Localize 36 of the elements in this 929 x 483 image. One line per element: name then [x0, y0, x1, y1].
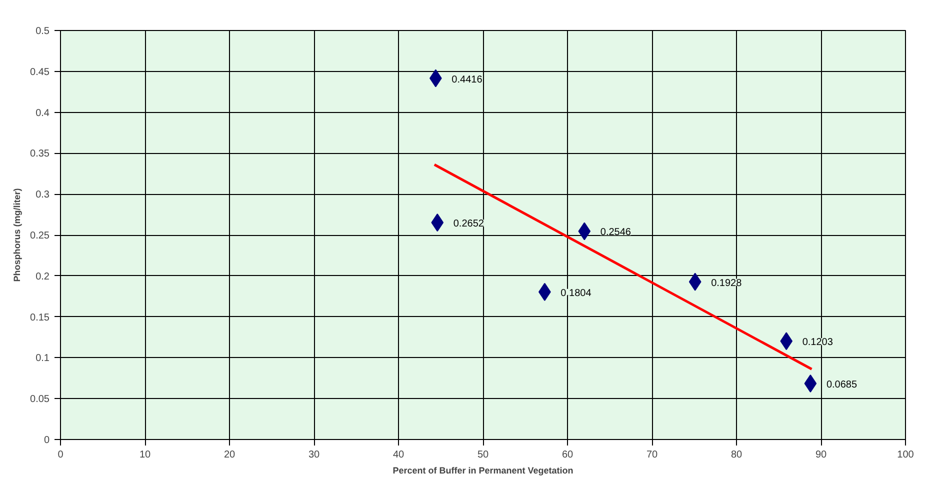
point	[804, 374, 817, 392]
point	[780, 332, 793, 350]
data-label: 0.1203	[802, 337, 834, 348]
x-tick-label: 0	[58, 450, 64, 460]
y-tick-label: 0	[44, 435, 50, 446]
y-tick-label: 0.05	[30, 394, 50, 406]
y-tick-label: 0.25	[30, 230, 50, 242]
data-label: 0.4416	[452, 74, 483, 86]
x-tick-label: 70	[646, 450, 658, 460]
x-tick-label: 100	[897, 450, 914, 460]
y-axis-title: Phosphorus (mg/liter)	[12, 188, 22, 282]
x-tick-label: 40	[392, 450, 404, 460]
x-tick-label: 30	[308, 450, 320, 460]
y-tick-label: 0.15	[30, 312, 50, 324]
y-tick-label: 0.1	[36, 353, 50, 364]
data-label: 0.0685	[826, 379, 858, 390]
x-tick-label: 10	[139, 450, 151, 460]
y-tick-label: 0.4	[36, 108, 50, 119]
point	[578, 222, 591, 240]
x-tick-label: 80	[730, 450, 742, 460]
data-label: 0.1804	[560, 288, 592, 299]
y-tick-label: 0.2	[36, 271, 50, 282]
point	[688, 272, 702, 291]
x-tick-label: 90	[815, 450, 827, 460]
data-label: 0.2546	[600, 227, 632, 238]
x-tick-label: 20	[224, 450, 236, 460]
data-label: 0.2652	[453, 218, 484, 230]
y-tick-label: 0.35	[30, 148, 50, 160]
x-axis-title: Percent of Buffer in Permanent Vegetation	[392, 466, 574, 476]
point	[431, 214, 444, 232]
x-tick-label: 60	[562, 450, 574, 460]
y-tick-label: 0.45	[30, 66, 50, 78]
y-tick-label: 0.3	[36, 190, 50, 201]
data-label: 0.1928	[711, 278, 742, 289]
y-tick-label: 0.5	[36, 26, 50, 37]
x-tick-label: 50	[477, 450, 489, 460]
